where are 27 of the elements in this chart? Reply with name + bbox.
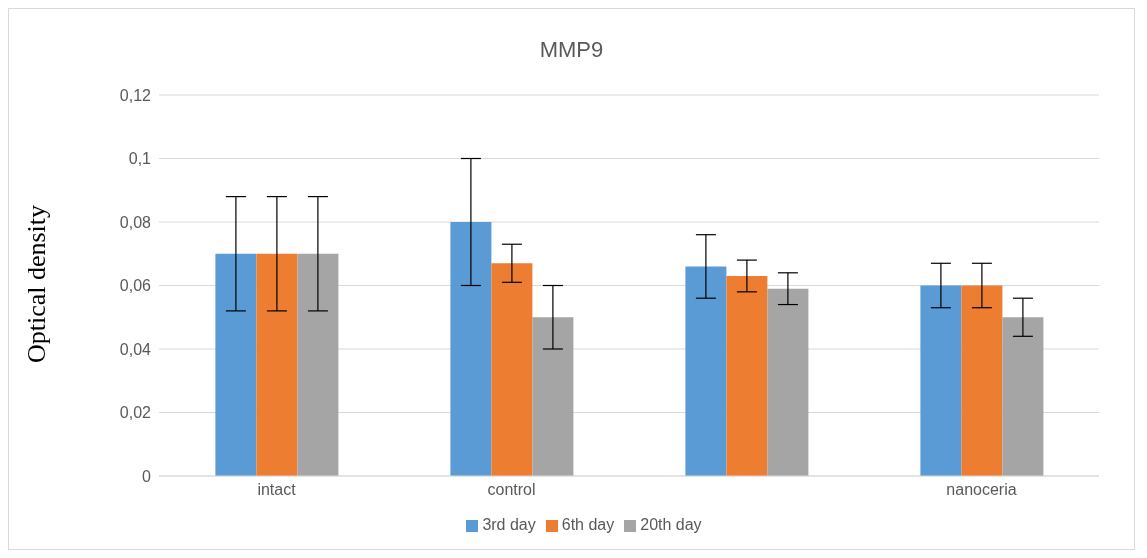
y-tick-label: 0,12: [119, 86, 152, 104]
legend-label: 6th day: [561, 516, 615, 533]
chart-title: MMP9: [538, 37, 605, 63]
x-tick-label: control: [487, 481, 536, 499]
bar: [1002, 317, 1044, 476]
bar: [215, 253, 257, 476]
y-axis-title: Optical density: [22, 204, 52, 364]
legend-label: 20th day: [640, 516, 702, 533]
bar: [961, 285, 1003, 476]
legend-label: 3rd day: [482, 516, 536, 533]
x-tick-label: nanoceria: [946, 481, 1017, 499]
y-tick-label: 0,08: [119, 213, 152, 231]
y-tick-label: 0: [142, 467, 152, 485]
bar: [532, 317, 574, 476]
y-tick-label: 0,06: [119, 277, 152, 295]
y-tick-label: 0,1: [128, 150, 152, 168]
bar: [726, 275, 768, 476]
bar: [685, 266, 727, 476]
bar: [920, 285, 962, 476]
y-tick-label: 0,04: [119, 340, 152, 358]
bar: [491, 263, 533, 476]
x-tick-label: intact: [257, 481, 297, 499]
bar: [450, 222, 492, 476]
bar: [767, 288, 809, 476]
y-tick-label: 0,02: [119, 404, 152, 422]
bar: [256, 253, 298, 476]
bar: [297, 253, 339, 476]
